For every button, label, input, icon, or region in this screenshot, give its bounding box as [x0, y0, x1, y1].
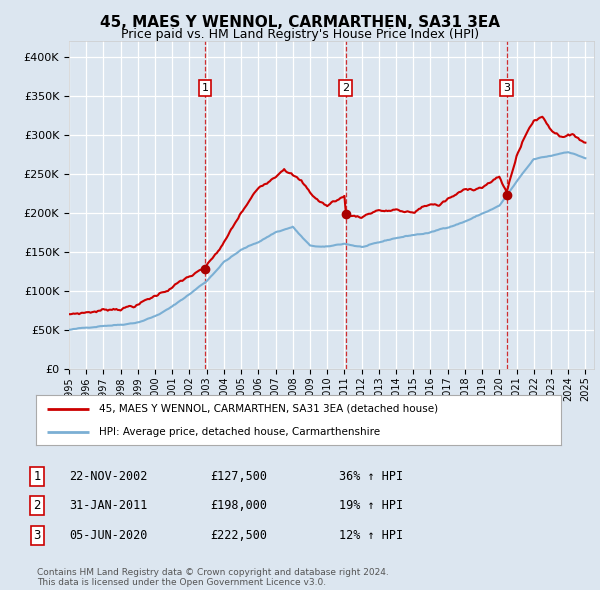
Text: 2: 2 — [342, 83, 349, 93]
Text: 05-JUN-2020: 05-JUN-2020 — [69, 529, 148, 542]
Text: 1: 1 — [34, 470, 41, 483]
Text: 36% ↑ HPI: 36% ↑ HPI — [339, 470, 403, 483]
Text: Contains HM Land Registry data © Crown copyright and database right 2024.
This d: Contains HM Land Registry data © Crown c… — [37, 568, 389, 587]
Text: 31-JAN-2011: 31-JAN-2011 — [69, 499, 148, 512]
Text: Price paid vs. HM Land Registry's House Price Index (HPI): Price paid vs. HM Land Registry's House … — [121, 28, 479, 41]
Text: 12% ↑ HPI: 12% ↑ HPI — [339, 529, 403, 542]
Text: 45, MAES Y WENNOL, CARMARTHEN, SA31 3EA: 45, MAES Y WENNOL, CARMARTHEN, SA31 3EA — [100, 15, 500, 30]
Text: £127,500: £127,500 — [210, 470, 267, 483]
Text: 45, MAES Y WENNOL, CARMARTHEN, SA31 3EA (detached house): 45, MAES Y WENNOL, CARMARTHEN, SA31 3EA … — [99, 404, 438, 414]
Text: 3: 3 — [503, 83, 510, 93]
Text: 3: 3 — [34, 529, 41, 542]
Text: 22-NOV-2002: 22-NOV-2002 — [69, 470, 148, 483]
Text: 1: 1 — [202, 83, 208, 93]
Text: 2: 2 — [34, 499, 41, 512]
Text: HPI: Average price, detached house, Carmarthenshire: HPI: Average price, detached house, Carm… — [99, 427, 380, 437]
Text: £198,000: £198,000 — [210, 499, 267, 512]
Text: 19% ↑ HPI: 19% ↑ HPI — [339, 499, 403, 512]
Text: £222,500: £222,500 — [210, 529, 267, 542]
